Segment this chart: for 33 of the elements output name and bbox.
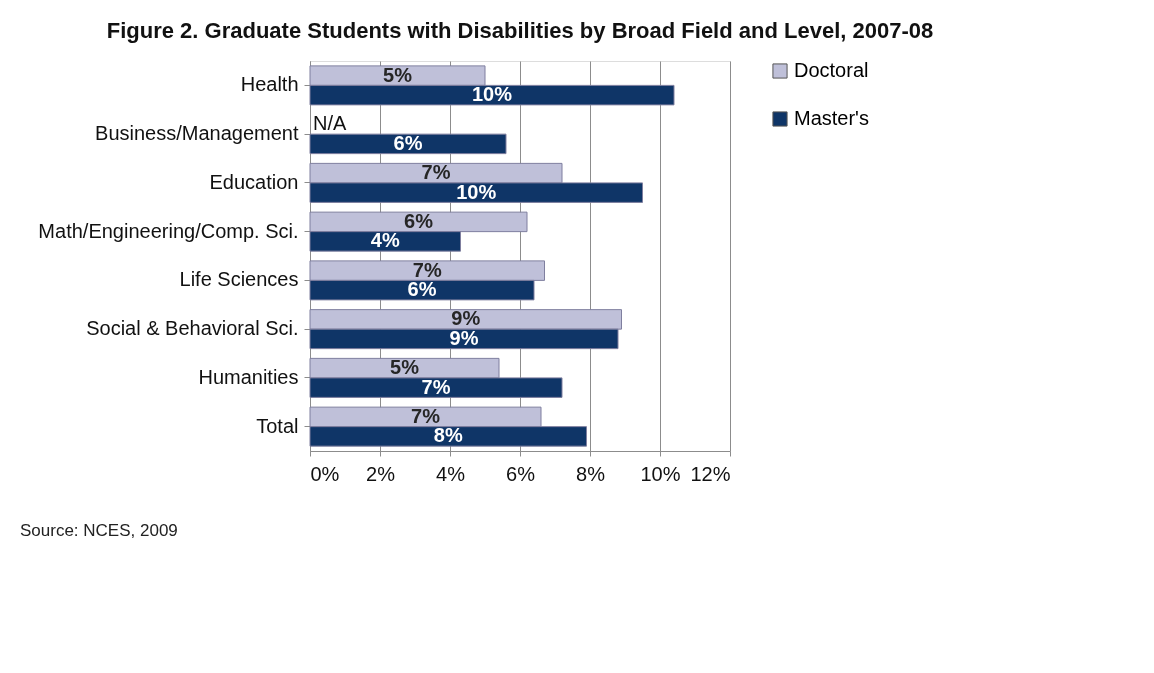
data-label: 7%: [421, 375, 451, 398]
data-label: 7%: [412, 258, 442, 281]
x-tick-label: 4%: [436, 462, 466, 485]
data-label: 5%: [383, 63, 413, 86]
data-label: 8%: [433, 424, 463, 447]
x-tick-label: 2%: [366, 462, 396, 485]
y-tick-label: Humanities: [198, 365, 299, 388]
y-tick-label: Education: [209, 170, 299, 193]
data-label: 6%: [404, 209, 434, 232]
data-label: 6%: [407, 278, 437, 301]
x-tick-label: 12%: [690, 462, 731, 485]
source-note: Source: NCES, 2009: [20, 521, 178, 540]
x-tick-label: 6%: [506, 462, 536, 485]
y-tick-label: Life Sciences: [179, 268, 299, 291]
data-label: 4%: [370, 229, 400, 252]
data-label: 6%: [393, 131, 423, 154]
x-tick-label: 0%: [310, 462, 340, 485]
data-label: 7%: [421, 161, 451, 184]
data-label: 10%: [471, 83, 513, 106]
y-tick-label: Social & Behavioral Sci.: [86, 317, 299, 340]
y-tick-label: Health: [240, 73, 299, 96]
legend-label: Master's: [794, 107, 869, 129]
y-tick-label: Math/Engineering/Comp. Sci.: [38, 219, 299, 242]
y-tick-label: Business/Management: [95, 122, 299, 145]
legend-label: Doctoral: [794, 59, 869, 81]
data-label: 10%: [456, 180, 497, 203]
x-tick-label: 8%: [576, 462, 606, 485]
data-label: 5%: [390, 356, 420, 379]
data-label: 7%: [411, 404, 441, 427]
x-tick-label: 10%: [640, 462, 681, 485]
y-tick-label: Total: [256, 414, 299, 437]
chart-title: Figure 2. Graduate Students with Disabilities by Broad Field and Level, 2007-08: [106, 18, 934, 43]
text: N/A: [313, 112, 347, 135]
